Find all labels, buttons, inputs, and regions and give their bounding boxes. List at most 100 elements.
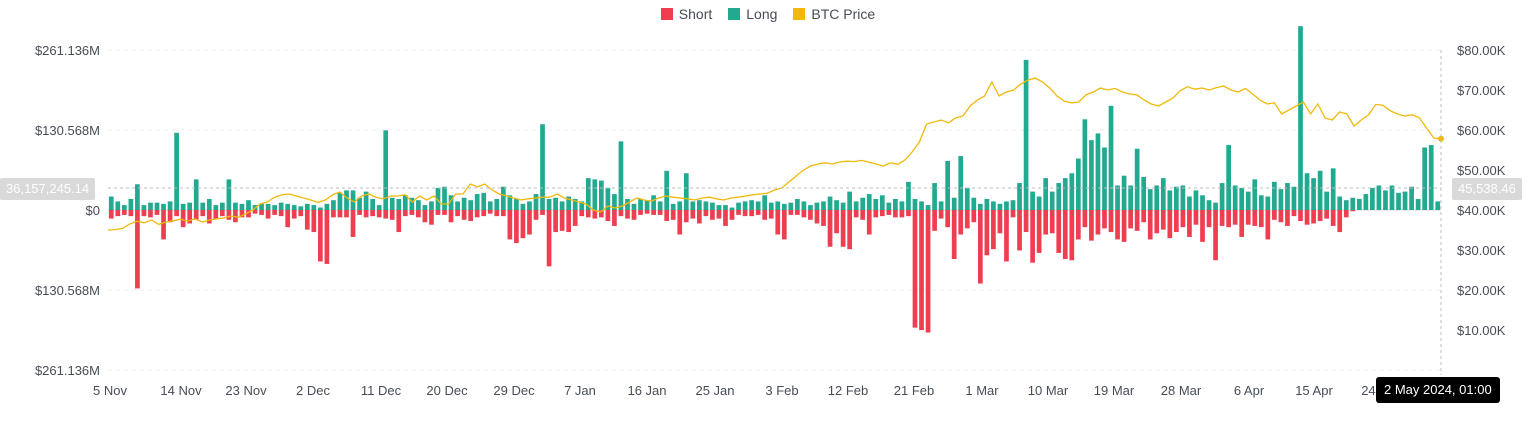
- long-bar: [716, 205, 722, 210]
- short-bar: [494, 210, 500, 217]
- legend-item-long[interactable]: Long: [728, 6, 777, 22]
- short-bar: [121, 210, 127, 215]
- long-bar: [520, 203, 526, 210]
- short-bar: [1062, 210, 1068, 260]
- short-bar: [1036, 210, 1042, 253]
- long-bar: [1004, 201, 1009, 210]
- long-bar: [749, 200, 754, 210]
- long-bar: [1121, 175, 1127, 210]
- long-bar: [742, 201, 748, 210]
- short-bar: [324, 210, 330, 264]
- short-bar: [945, 210, 951, 228]
- long-bar: [1043, 178, 1049, 210]
- long-bar: [1311, 178, 1316, 210]
- long-bar: [1226, 145, 1231, 210]
- short-bar: [429, 210, 434, 225]
- long-bar: [644, 200, 650, 210]
- long-bar: [971, 197, 977, 210]
- long-bar: [585, 178, 591, 210]
- long-bar: [1062, 178, 1068, 210]
- x-tick-label: 6 Apr: [1234, 383, 1265, 398]
- long-bar: [977, 203, 983, 210]
- legend-label-long: Long: [746, 6, 778, 22]
- short-bar: [200, 210, 206, 217]
- short-bar: [1075, 210, 1081, 240]
- long-bar: [925, 205, 931, 210]
- long-bar: [1187, 196, 1192, 210]
- x-tick-label: 21 Feb: [894, 383, 934, 398]
- short-bar: [1004, 210, 1009, 262]
- long-bar: [710, 202, 715, 210]
- long-bar: [448, 195, 454, 210]
- long-bar: [1265, 196, 1271, 210]
- legend-label-btc-price: BTC Price: [811, 6, 876, 22]
- short-bar: [742, 210, 748, 217]
- long-bar: [906, 181, 911, 210]
- short-bar: [683, 210, 689, 223]
- long-bar: [1330, 168, 1336, 210]
- short-bar: [1337, 210, 1343, 233]
- long-bar: [494, 198, 500, 210]
- short-bar: [344, 210, 349, 218]
- long-bar: [233, 202, 238, 210]
- short-bar: [847, 210, 852, 250]
- long-bar: [801, 201, 807, 210]
- long-bar: [893, 198, 898, 210]
- long-bar: [1167, 190, 1173, 210]
- long-bar: [1056, 183, 1062, 210]
- long-bar: [1389, 185, 1395, 210]
- long-bar: [860, 197, 866, 210]
- short-bar: [239, 210, 245, 218]
- long-bar: [664, 170, 670, 210]
- legend-item-btc-price[interactable]: BTC Price: [793, 6, 875, 22]
- long-bar: [1343, 200, 1349, 210]
- short-bar: [468, 210, 474, 222]
- short-bar: [1258, 210, 1264, 228]
- long-bar: [1383, 190, 1388, 210]
- long-bar: [651, 195, 656, 210]
- long-bar: [141, 205, 147, 210]
- short-bar: [997, 210, 1003, 234]
- short-bar: [677, 210, 683, 235]
- short-bar: [808, 210, 813, 220]
- short-bar: [514, 210, 519, 244]
- long-bar: [468, 200, 474, 210]
- long-bar: [396, 198, 402, 210]
- short-bar: [187, 210, 193, 224]
- long-bar: [886, 202, 892, 210]
- long-bar: [795, 198, 800, 210]
- long-bar: [912, 198, 918, 210]
- short-bar: [1330, 210, 1336, 226]
- short-bar: [520, 210, 526, 239]
- btc-price-last-point: [1438, 135, 1444, 142]
- long-bar: [1108, 105, 1114, 210]
- long-bar: [1272, 181, 1277, 210]
- short-bar: [723, 210, 728, 226]
- x-tick-label: 25 Jan: [695, 383, 734, 398]
- x-tick-label: 7 Jan: [564, 383, 596, 398]
- long-bar: [1219, 183, 1225, 210]
- long-bar: [154, 202, 160, 210]
- short-bar: [1017, 210, 1022, 251]
- y-right-tick-label: $80.00K: [1457, 43, 1506, 58]
- short-bar: [1311, 210, 1316, 224]
- legend-item-short[interactable]: Short: [660, 6, 712, 22]
- short-bar: [1278, 210, 1284, 223]
- long-bar: [219, 202, 225, 210]
- long-bar: [1082, 119, 1088, 210]
- long-bar: [1376, 185, 1382, 210]
- short-bar: [1010, 210, 1016, 218]
- long-bar: [814, 202, 820, 210]
- short-bar: [1102, 210, 1107, 229]
- short-bar: [402, 210, 408, 217]
- x-tick-label: 20 Dec: [426, 383, 468, 398]
- long-bar: [298, 206, 304, 210]
- x-tick-label: 12 Feb: [828, 383, 868, 398]
- short-bar: [1265, 210, 1271, 240]
- y-right-tick-label: $10.00K: [1457, 323, 1506, 338]
- long-bar: [834, 200, 839, 210]
- long-bar: [1363, 194, 1369, 210]
- long-bar: [755, 201, 761, 210]
- long-bar: [1141, 176, 1147, 210]
